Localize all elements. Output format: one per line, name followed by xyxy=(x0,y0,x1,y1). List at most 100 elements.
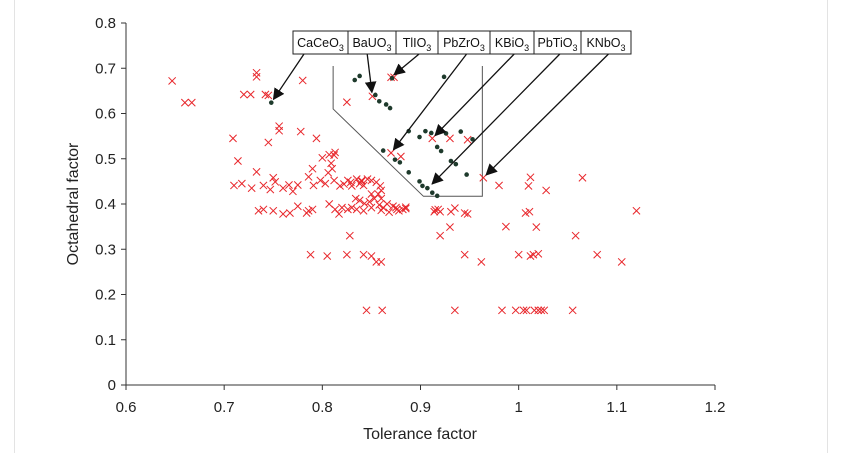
x-marker-point xyxy=(359,250,368,259)
dot-marker-point xyxy=(392,157,398,162)
x-marker-point xyxy=(445,134,454,143)
dot-marker-point xyxy=(423,128,428,134)
x-marker-point xyxy=(428,134,437,143)
compound-label-bauo: BaUO3 xyxy=(347,30,397,55)
y-axis-title: Octahedral factor xyxy=(65,142,82,265)
x-marker-point xyxy=(460,209,469,218)
perovskite-region-outline xyxy=(332,65,483,197)
compound-labels: CaCeO3 BaUO3 TlIO3 PbZrO3 KBiO3 PbTiO3 KNbO3 xyxy=(292,30,632,55)
compound-subscript: 3 xyxy=(524,43,529,53)
x-marker-point xyxy=(336,181,344,190)
dot-marker-point xyxy=(438,148,444,154)
x-marker-point xyxy=(529,250,538,259)
right-edge-line xyxy=(827,0,828,453)
dot-marker-point xyxy=(470,136,475,142)
x-marker-point xyxy=(578,173,587,182)
compound-subscript: 3 xyxy=(339,43,344,53)
label-arrow xyxy=(434,53,515,137)
dot-marker-point xyxy=(373,92,378,98)
x-marker-point xyxy=(269,206,278,215)
svg-text:TlIO3: TlIO3 xyxy=(403,36,432,53)
x-marker-point xyxy=(571,231,580,240)
x-marker-point xyxy=(233,157,242,165)
dot-marker-point xyxy=(464,172,469,177)
x-marker-point xyxy=(392,203,400,212)
y-tick-label: 0.6 xyxy=(95,106,116,123)
dot-marker-point xyxy=(428,130,434,136)
x-marker-point xyxy=(532,223,541,232)
x-marker-point xyxy=(519,306,528,315)
x-axis-title: Tolerance factor xyxy=(363,426,478,443)
dot-marker-point xyxy=(425,185,430,191)
x-marker-point xyxy=(275,126,284,135)
x-marker-point xyxy=(445,223,454,232)
dot-marker-point xyxy=(406,170,412,175)
dot-marker-point xyxy=(448,158,454,164)
compound-subscript: 3 xyxy=(387,43,392,53)
x-marker-point xyxy=(246,90,255,99)
label-arrow xyxy=(364,53,377,94)
x-marker-point xyxy=(526,173,535,182)
y-tick-label: 0.1 xyxy=(95,332,116,349)
compound-formula: KNbO xyxy=(586,36,620,50)
x-marker-point xyxy=(330,151,339,160)
x-marker-point xyxy=(378,306,387,315)
x-marker-point xyxy=(463,135,472,144)
x-marker-point xyxy=(367,176,376,185)
x-marker-point xyxy=(463,210,472,218)
x-marker-point xyxy=(375,200,384,209)
x-marker-point xyxy=(293,181,302,189)
x-marker-point xyxy=(180,98,189,107)
x-marker-point xyxy=(331,148,340,157)
x-marker-point xyxy=(309,181,318,190)
svg-text:KBiO3: KBiO3 xyxy=(495,36,529,53)
compound-label-kbio: KBiO3 xyxy=(489,30,535,55)
x-marker-point xyxy=(377,194,386,203)
dot-marker-point xyxy=(417,134,422,140)
x-marker-point xyxy=(534,249,543,258)
dot-marker-point xyxy=(352,77,358,83)
x-marker-point xyxy=(302,209,311,218)
x-marker-point xyxy=(261,90,270,99)
x-marker-point xyxy=(342,98,351,107)
x-marker-point xyxy=(252,68,261,77)
x-marker-point xyxy=(288,187,297,196)
x-tick-label: 1 xyxy=(514,399,522,416)
x-marker-point xyxy=(335,210,343,218)
x-marker-point xyxy=(318,153,327,162)
x-marker-point xyxy=(385,208,394,217)
label-arrow xyxy=(431,53,561,185)
x-marker-point xyxy=(351,194,360,203)
compound-label-tlio: TlIO3 xyxy=(395,30,439,55)
x-marker-point xyxy=(534,306,543,315)
x-marker-point xyxy=(279,184,288,193)
x-marker-point xyxy=(501,222,510,231)
y-tick-label: 0.3 xyxy=(95,241,116,258)
x-tick-label: 1.1 xyxy=(606,399,627,416)
x-tick-label: 0.6 xyxy=(116,399,137,416)
x-marker-point xyxy=(237,179,246,188)
x-marker-point xyxy=(352,205,361,214)
x-marker-point xyxy=(511,306,520,315)
compound-subscript: 3 xyxy=(426,43,431,53)
x-marker-point xyxy=(343,205,352,214)
x-marker-point xyxy=(514,250,523,259)
x-marker-point xyxy=(525,207,534,216)
x-marker-point xyxy=(477,257,486,266)
dot-marker-point xyxy=(397,160,403,165)
x-marker-point xyxy=(367,190,376,198)
compound-formula: BaUO xyxy=(352,36,386,50)
y-tick-label: 0.7 xyxy=(95,60,116,77)
x-marker-point xyxy=(357,177,366,186)
x-marker-point xyxy=(264,91,273,100)
svg-text:BaUO3: BaUO3 xyxy=(352,36,391,53)
x-marker-point xyxy=(259,181,268,190)
label-arrow xyxy=(272,53,305,101)
x-marker-point xyxy=(347,203,356,212)
x-marker-point xyxy=(239,90,248,99)
x-marker-point xyxy=(323,252,332,260)
x-marker-point xyxy=(460,250,469,259)
x-marker-point xyxy=(401,203,410,212)
dot-marker-point xyxy=(429,190,435,195)
label-arrow xyxy=(392,53,468,151)
